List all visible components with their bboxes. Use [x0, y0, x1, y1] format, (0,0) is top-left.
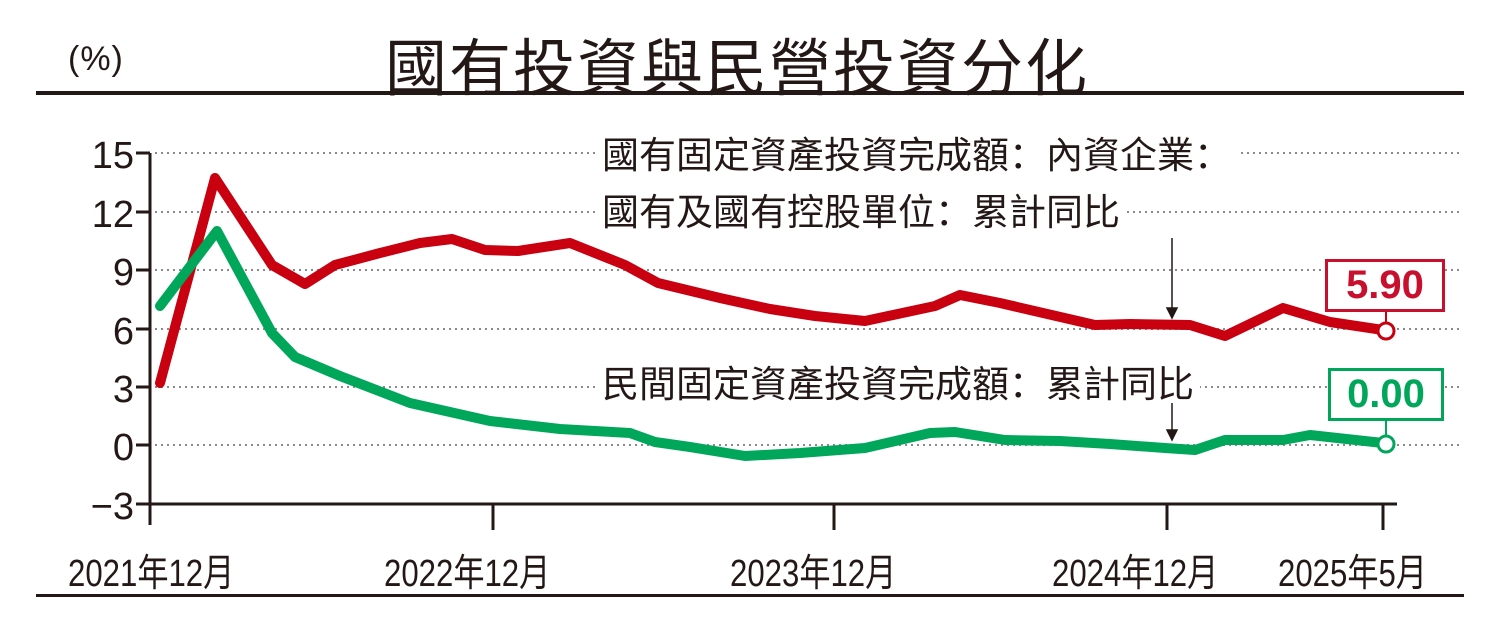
legend-private: 民間固定資產投資完成額：累計同比	[596, 366, 1200, 403]
x-axis	[150, 502, 1397, 530]
legend-state-line1: 國有固定資產投資完成額：內資企業：	[596, 137, 1237, 174]
top-divider	[36, 91, 1464, 95]
private-end-marker	[1376, 434, 1396, 454]
x-tick-label: 2023年12月	[730, 553, 897, 595]
x-tick-label: 2025年5月	[1278, 553, 1427, 595]
state-investment-line	[155, 173, 1388, 388]
legend-arrows	[1165, 238, 1179, 442]
private-latest-value-badge: 0.00	[1328, 368, 1444, 421]
private-investment-line	[155, 226, 1388, 461]
y-axis-unit: (%)	[68, 40, 124, 78]
y-tick-label: 9	[112, 252, 134, 294]
x-tick-label: 2024年12月	[1052, 553, 1219, 595]
bottom-divider	[36, 594, 1464, 597]
y-tick-label: 3	[112, 369, 134, 411]
y-axis	[136, 151, 152, 525]
state-latest-value-badge: 5.90	[1325, 259, 1445, 312]
x-tick-label: 2021年12月	[68, 553, 235, 595]
y-tick-label: 0	[112, 427, 134, 469]
x-tick-label: 2022年12月	[384, 553, 551, 595]
state-end-marker	[1376, 321, 1396, 341]
legend-state-line2: 國有及國有控股單位：累計同比	[596, 194, 1126, 231]
y-tick-label: 15	[91, 135, 134, 177]
y-tick-label: 12	[91, 194, 134, 236]
y-tick-label: 6	[112, 311, 134, 353]
y-tick-label: −3	[90, 486, 134, 528]
